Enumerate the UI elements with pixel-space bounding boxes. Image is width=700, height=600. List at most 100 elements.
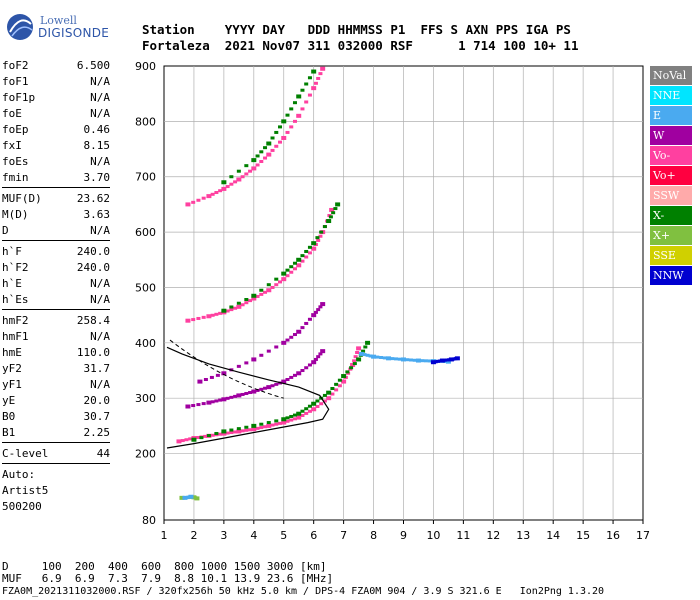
trace-fill-3-2-3 xyxy=(292,261,297,265)
param-label: foF1 xyxy=(2,75,29,88)
trace-fill-6-3-2 xyxy=(244,391,249,395)
x-tick-label: 8 xyxy=(370,529,377,542)
trace-fill-1-1-3 xyxy=(244,425,249,429)
param-value: N/A xyxy=(90,75,110,88)
trace-fill-8-3-3 xyxy=(412,358,417,362)
trace-fill-6-2-3 xyxy=(233,394,238,398)
param-value: N/A xyxy=(90,277,110,290)
legend-ssw: SSW xyxy=(650,186,692,205)
trace-fill-4-5-1 xyxy=(270,148,275,152)
param-label: yE xyxy=(2,394,16,407)
muf-values-row: MUF 6.9 6.9 7.3 7.9 8.8 10.1 13.9 23.6 [… xyxy=(2,572,334,585)
x-tick-label: 10 xyxy=(426,529,440,542)
logo-digisonde-text: DIGISONDE xyxy=(38,26,110,40)
trace-fill-6-6-3 xyxy=(292,373,297,377)
trace-fill-2-2-1 xyxy=(225,309,230,313)
trace-fill-1-0-1 xyxy=(199,436,204,440)
param-label: h`F2 xyxy=(2,261,29,274)
x-tick-label: 5 xyxy=(280,529,287,542)
trace-point-0-6 xyxy=(266,423,272,428)
trace-fill-3-3-1 xyxy=(300,254,305,258)
trace-fill-5-1-3 xyxy=(263,146,268,150)
param-row-hf2: h`F2 240.0 xyxy=(2,260,110,276)
trace-point-2-7 xyxy=(296,263,302,268)
trace-fill-8-0-1 xyxy=(362,353,367,357)
trace-fill-9-0-1 xyxy=(433,360,438,364)
x-tick-label: 3 xyxy=(220,529,227,542)
trace-fill-4-2-2 xyxy=(229,182,234,186)
x-tick-label: 14 xyxy=(546,529,560,542)
trace-fill-6-5-2 xyxy=(274,382,279,386)
trace-fill-7-3-3 xyxy=(292,333,297,337)
trace-fill-0-4-3 xyxy=(248,428,253,432)
trace-fill-6-8-2 xyxy=(316,355,321,359)
legend-nne: NNE xyxy=(650,86,692,105)
trace-fill-1-2-3 xyxy=(274,419,279,423)
trace-fill-8-4-1 xyxy=(420,359,425,363)
param-row-hf: h`F 240.0 xyxy=(2,244,110,260)
trace-fill-4-7-3 xyxy=(307,93,312,97)
param-value: 240.0 xyxy=(76,261,110,274)
trace-fill-0-12-3 xyxy=(355,351,360,355)
param-row-hmf1: hmF1 N/A xyxy=(2,329,110,345)
trace-fill-4-5-2 xyxy=(274,144,279,148)
trace-point-2-0 xyxy=(185,318,191,323)
trace-point-4-9 xyxy=(320,66,326,71)
trace-fill-4-3-3 xyxy=(248,169,253,173)
trace-fill-8-0-2 xyxy=(365,353,370,357)
trace-point-3-4 xyxy=(311,241,317,246)
trace-fill-7-2-1 xyxy=(259,353,264,357)
trace-point-2-8 xyxy=(311,246,317,251)
param-row-yf2: yF2 31.7 xyxy=(2,361,110,377)
trace-fill-1-4-2 xyxy=(304,407,309,411)
trace-fill-8-0-3 xyxy=(368,354,373,358)
param-label: h`Es xyxy=(2,293,29,306)
trace-fill-0-5-3 xyxy=(263,425,268,429)
trace-fill-0-1-3 xyxy=(203,434,208,438)
trace-point-8-2 xyxy=(386,356,392,361)
trace-point-6-6 xyxy=(281,379,287,384)
param-value: N/A xyxy=(90,155,110,168)
trace-fill-4-6-3 xyxy=(292,119,297,123)
param-label: B1 xyxy=(2,426,16,439)
trace-fill-6-7-2 xyxy=(304,366,309,370)
trace-fill-2-3-3 xyxy=(248,299,253,303)
trace-fill-5-3-3 xyxy=(292,101,297,105)
file-info-footer: FZA0M_2021311032000.RSF / 320fx256h 50 k… xyxy=(2,586,605,597)
trace-fill-2-3-2 xyxy=(244,301,249,305)
trace-fill-6-4-3 xyxy=(263,386,268,390)
trace-fill-6-2-1 xyxy=(225,396,230,400)
trace-fill-7-0-3 xyxy=(215,373,220,377)
trace-fill-0-8-3 xyxy=(307,409,312,413)
trace-point-0-3 xyxy=(221,431,227,436)
trace-fill-0-3-2 xyxy=(229,431,234,435)
param-divider xyxy=(2,187,110,188)
trace-point-1-0 xyxy=(191,437,197,442)
trace-point-2-6 xyxy=(281,277,287,282)
param-row-d: D N/A xyxy=(2,223,110,239)
param-row-yf1: yF1 N/A xyxy=(2,377,110,393)
param-row-hes: h`Es N/A xyxy=(2,292,110,308)
x-tick-label: 4 xyxy=(250,529,257,542)
trace-fill-0-7-1 xyxy=(285,419,290,423)
trace-fill-1-3-3 xyxy=(292,413,297,417)
trace-fill-4-2-1 xyxy=(225,185,230,189)
trace-point-1-6 xyxy=(326,390,332,395)
trace-fill-2-5-1 xyxy=(270,285,275,289)
trace-fill-8-1-1 xyxy=(375,355,380,359)
trace-fill-8-2-2 xyxy=(394,357,399,361)
x-tick-label: 11 xyxy=(456,529,470,542)
trace-point-5-3 xyxy=(281,119,287,124)
y-tick-label: 300 xyxy=(135,392,156,405)
trace-fill-5-1-1 xyxy=(255,154,260,158)
x-tick-label: 15 xyxy=(576,529,590,542)
param-value: 3.70 xyxy=(83,171,111,184)
trace-point-8-3 xyxy=(401,357,406,362)
station-header-values: Fortaleza 2021 Nov07 311 032000 RSF 1 71… xyxy=(142,38,579,53)
param-label: hmF1 xyxy=(2,330,29,343)
trace-point-0-8 xyxy=(296,415,302,420)
trace-fill-3-1-3 xyxy=(274,277,279,281)
trace-point-9-0 xyxy=(430,360,436,365)
trace-fill-1-7-3 xyxy=(352,362,357,366)
trace-fill-2-5-2 xyxy=(274,283,279,287)
